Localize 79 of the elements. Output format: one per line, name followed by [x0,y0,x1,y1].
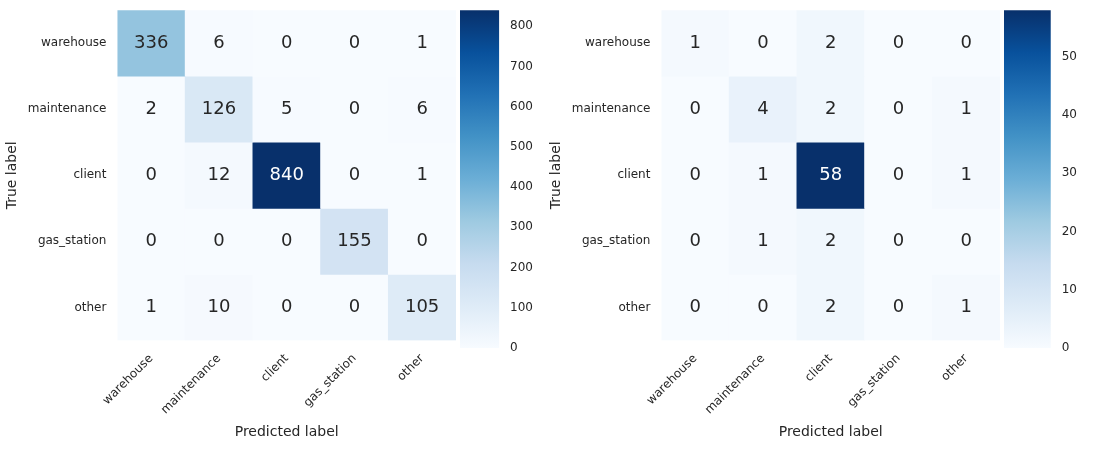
data-label: 12 [207,162,231,184]
y-tick-label: other [618,299,651,314]
data-label: 6 [416,96,428,118]
y-tick-label: warehouse [40,35,107,50]
data-label: 1 [757,162,769,184]
data-label: 0 [689,162,701,184]
data-label: 105 [404,295,440,317]
data-label: 0 [892,30,905,52]
data-label: 1 [960,162,972,184]
data-label: 1 [757,229,769,251]
data-label: 58 [819,162,843,184]
data-label: 0 [348,162,361,184]
data-label: 4 [757,96,769,118]
data-label: 1 [689,30,701,52]
y-tick-label: gas_station [581,233,651,248]
y-tick-label: maintenance [27,101,107,116]
color-bar-label: 30 [1061,165,1078,180]
color-bar-label: 500 [510,139,533,154]
data-label: 2 [824,295,837,317]
data-label: 0 [757,30,769,52]
data-label: 0 [689,295,701,317]
data-label: 5 [280,96,293,118]
data-label: 1 [145,295,157,317]
color-bar-label: 0 [510,340,518,355]
data-label: 6 [213,30,225,52]
data-label: 0 [213,229,225,251]
y-axis-title: True label [547,141,564,211]
color-bar-label: 10 [1061,281,1078,296]
data-label: 0 [960,30,972,52]
data-label: 0 [689,229,701,251]
data-label: 0 [145,229,157,251]
color-bar-label: 20 [1061,223,1078,238]
data-label: 840 [269,162,304,184]
color-bar-label: 700 [510,58,533,73]
data-label: 0 [280,295,293,317]
data-label: 0 [689,96,701,118]
color-bar-label: 0 [1061,340,1070,355]
data-label: 0 [892,162,905,184]
y-tick-label: client [617,167,651,182]
data-label: 10 [207,295,231,317]
data-label: 155 [337,229,372,251]
data-label: 1 [960,96,972,118]
x-axis-title: Predicted label [234,423,339,440]
data-label: 0 [280,229,293,251]
data-label: 0 [348,295,361,317]
data-label: 2 [824,229,837,251]
data-label: 336 [134,30,169,52]
data-label: 0 [892,229,905,251]
color-bar-label: 200 [510,259,533,274]
y-tick-label: gas_station [37,233,107,248]
data-label: 0 [145,162,157,184]
color-bar-label: 300 [510,219,533,234]
color-bar-label: 50 [1061,48,1078,63]
data-label: 1 [416,30,428,52]
data-label: 1 [416,162,428,184]
y-tick-label: warehouse [584,35,651,50]
color-bar-label: 100 [510,299,533,314]
data-label: 2 [145,96,157,118]
color-bar-label: 600 [510,98,533,113]
data-label: 0 [960,229,972,251]
data-label: 2 [824,96,837,118]
y-tick-label: maintenance [571,101,651,116]
color-bar-label: 800 [510,18,533,33]
y-axis-title: True label [3,141,20,211]
color-bar-label: 400 [510,179,533,194]
data-label: 0 [348,30,361,52]
color-bar-label: 40 [1061,107,1078,122]
data-label: 2 [824,30,837,52]
data-label: 0 [892,295,905,317]
y-tick-label: client [73,167,107,182]
data-label: 0 [757,295,769,317]
data-label: 0 [280,30,293,52]
y-tick-label: other [74,299,107,314]
data-label: 1 [960,295,972,317]
data-label: 0 [348,96,361,118]
data-label: 126 [201,96,237,118]
x-axis-title: Predicted label [778,423,883,440]
data-label: 0 [892,96,905,118]
data-label: 0 [416,229,428,251]
